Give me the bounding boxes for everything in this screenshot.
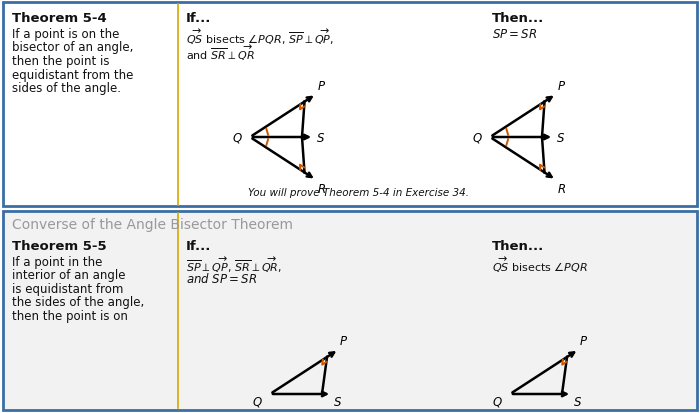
Text: You will prove Theorem 5-4 in Exercise 34.: You will prove Theorem 5-4 in Exercise 3…	[248, 188, 469, 197]
Text: Q: Q	[473, 131, 482, 144]
Bar	[3, 3, 697, 206]
Text: S: S	[574, 395, 582, 408]
Text: $\overrightarrow{QS}$ bisects $\angle PQR$: $\overrightarrow{QS}$ bisects $\angle PQ…	[492, 255, 588, 274]
Text: and $SP = SR$: and $SP = SR$	[186, 271, 258, 285]
Text: Theorem 5-5: Theorem 5-5	[12, 240, 106, 252]
Text: P: P	[580, 335, 587, 347]
Text: If a point is on the: If a point is on the	[12, 28, 120, 41]
Text: If...: If...	[186, 12, 211, 25]
Text: Q: Q	[232, 131, 242, 144]
Text: Then...: Then...	[492, 12, 545, 25]
Text: If...: If...	[186, 240, 211, 252]
Text: P: P	[340, 335, 347, 347]
Text: Q: Q	[493, 395, 502, 408]
Text: If a point in the: If a point in the	[12, 255, 102, 268]
Text: Theorem 5-4: Theorem 5-4	[12, 12, 106, 25]
Text: P: P	[317, 80, 324, 93]
Text: bisector of an angle,: bisector of an angle,	[12, 41, 134, 55]
Text: R: R	[557, 183, 566, 195]
Text: then the point is: then the point is	[12, 55, 109, 68]
Text: S: S	[334, 395, 342, 408]
Text: $SP = SR$: $SP = SR$	[492, 28, 538, 41]
Text: and $\overline{SR}\perp\overrightarrow{QR}$: and $\overline{SR}\perp\overrightarrow{Q…	[186, 44, 255, 63]
Text: interior of an angle: interior of an angle	[12, 269, 125, 282]
Text: $\overrightarrow{QS}$ bisects $\angle PQR$, $\overline{SP}\perp\overrightarrow{Q: $\overrightarrow{QS}$ bisects $\angle PQ…	[186, 28, 334, 47]
Text: S: S	[317, 132, 325, 145]
Text: equidistant from the: equidistant from the	[12, 68, 134, 81]
Text: then the point is on: then the point is on	[12, 309, 128, 322]
Text: the sides of the angle,: the sides of the angle,	[12, 296, 144, 309]
Text: sides of the angle.: sides of the angle.	[12, 82, 121, 95]
Text: S: S	[557, 132, 564, 145]
Text: R: R	[317, 183, 326, 195]
Text: Q: Q	[253, 395, 262, 408]
Text: is equidistant from: is equidistant from	[12, 282, 123, 295]
Bar	[3, 211, 697, 410]
Text: Converse of the Angle Bisector Theorem: Converse of the Angle Bisector Theorem	[12, 218, 293, 231]
Text: Then...: Then...	[492, 240, 545, 252]
Text: P: P	[557, 80, 564, 93]
Text: $\overline{SP}\perp\overrightarrow{QP}$, $\overline{SR}\perp\overrightarrow{QR}$: $\overline{SP}\perp\overrightarrow{QP}$,…	[186, 255, 282, 274]
